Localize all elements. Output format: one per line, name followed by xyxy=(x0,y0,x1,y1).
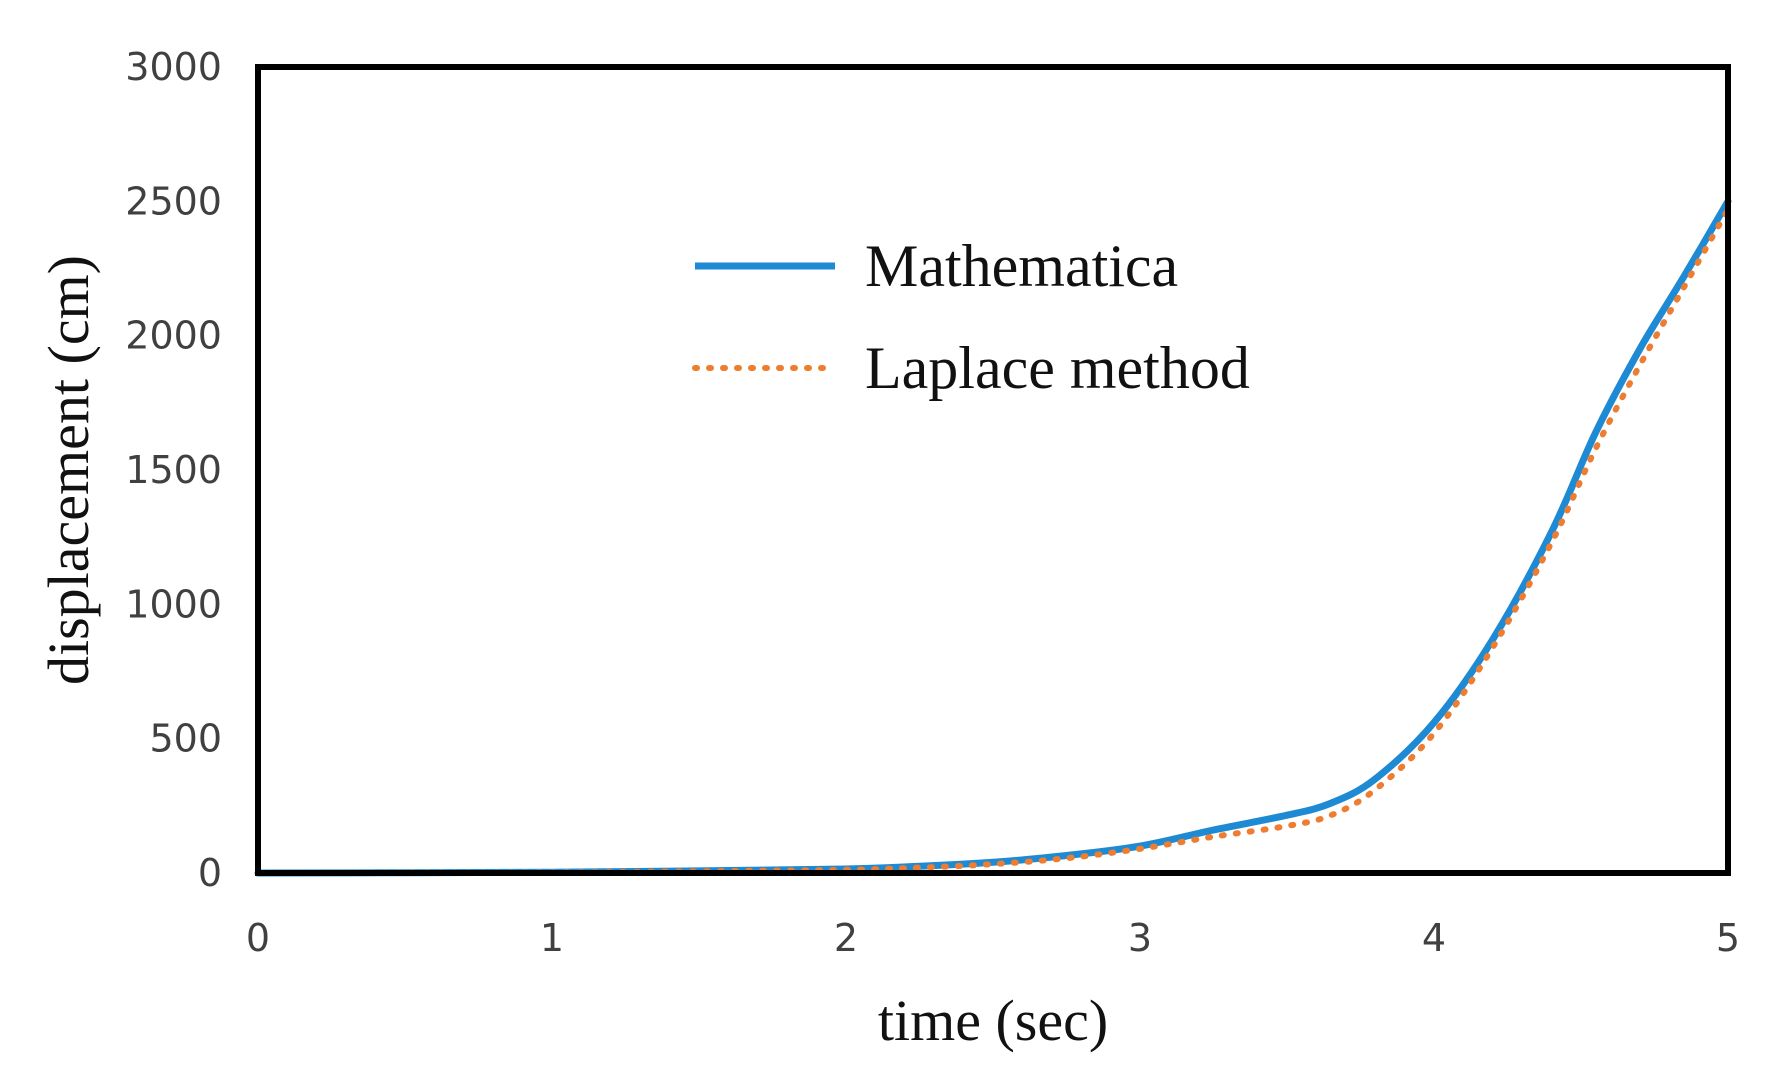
x-axis-title: time (sec) xyxy=(878,988,1108,1053)
y-tick-label: 500 xyxy=(149,717,222,761)
legend-label: Laplace method xyxy=(865,335,1250,401)
x-tick-label: 4 xyxy=(1422,916,1446,960)
plot-frame xyxy=(255,64,1731,876)
y-tick-label: 1500 xyxy=(125,448,222,492)
x-tick-label: 1 xyxy=(540,916,564,960)
y-tick-label: 0 xyxy=(198,851,222,895)
y-axis-title: displacement (cm) xyxy=(36,255,101,685)
legend-label: Mathematica xyxy=(865,233,1178,299)
y-tick-label: 2000 xyxy=(125,314,222,358)
x-tick-label: 2 xyxy=(834,916,858,960)
y-tick-label: 3000 xyxy=(125,45,222,89)
y-tick-label: 1000 xyxy=(125,582,222,626)
y-tick-labels: 0 500 1000 1500 2000 2500 3000 xyxy=(125,45,222,895)
x-tick-label: 3 xyxy=(1128,916,1152,960)
x-tick-label: 0 xyxy=(246,916,270,960)
legend: Mathematica Laplace method xyxy=(692,233,1250,401)
x-tick-labels: 0 1 2 3 4 5 xyxy=(246,916,1740,960)
x-tick-label: 5 xyxy=(1716,916,1740,960)
y-tick-label: 2500 xyxy=(125,179,222,223)
